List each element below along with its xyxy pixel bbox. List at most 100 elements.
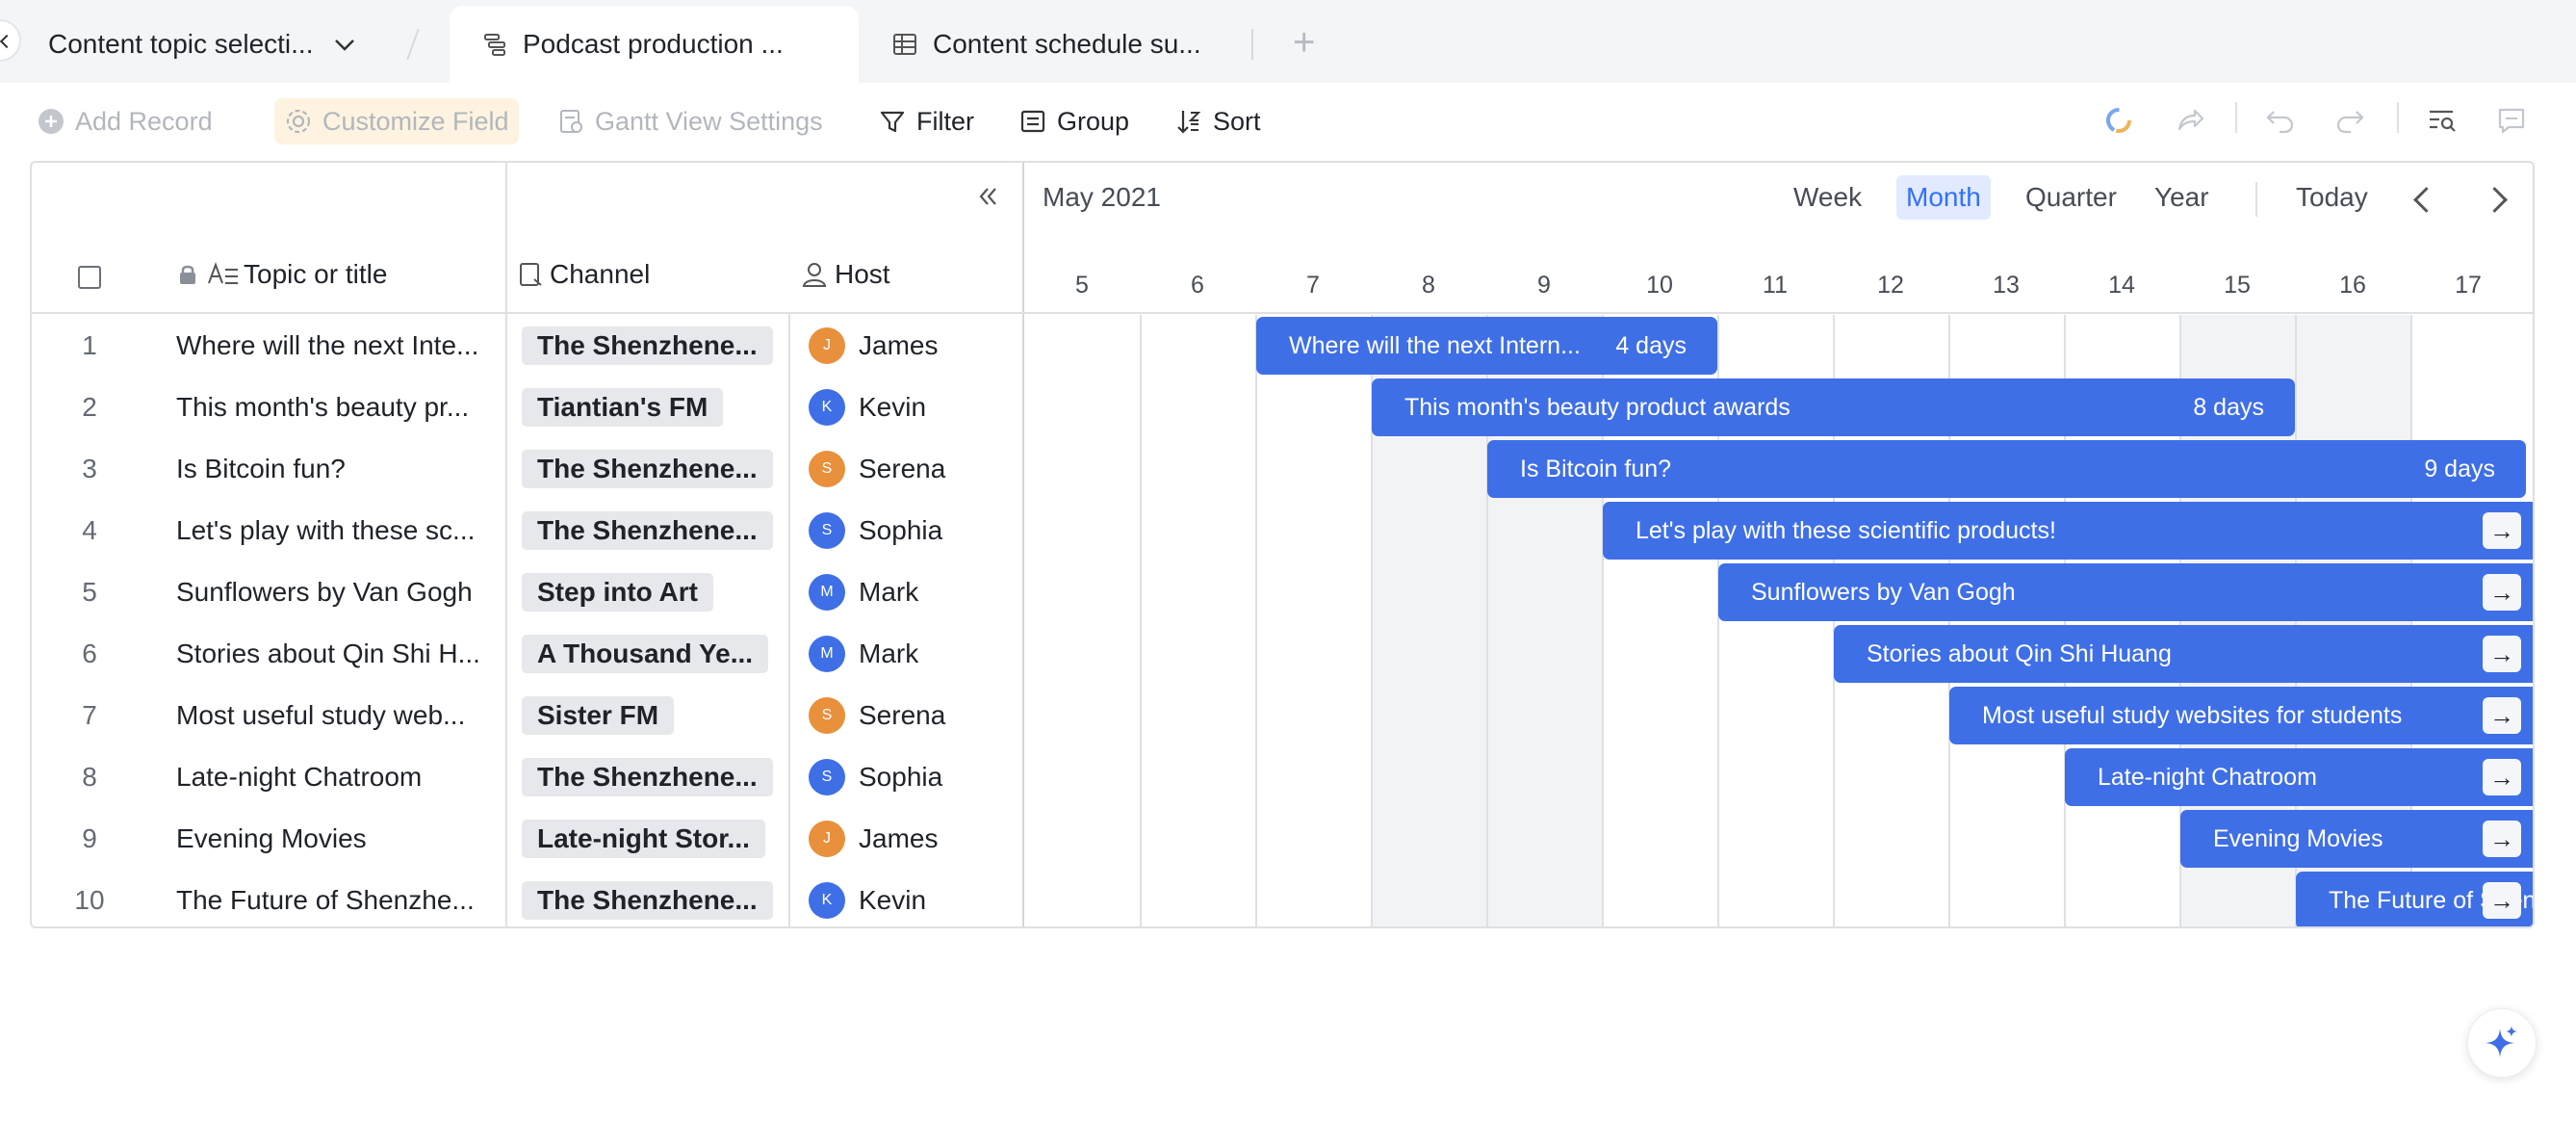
today-button[interactable]: Today (2296, 182, 2368, 212)
table-row[interactable]: 6 Stories about Qin Shi H... A Thousand Ye… (32, 623, 1022, 685)
day-gridline (1140, 315, 1142, 926)
view-week-button[interactable]: Week (1793, 182, 1863, 212)
row-number: 5 (82, 577, 97, 607)
undo-icon[interactable] (2264, 104, 2297, 137)
row-title-cell[interactable]: Evening Movies (176, 823, 367, 853)
collapse-icon[interactable] (973, 182, 1002, 211)
table-row[interactable]: 8 Late-night Chatroom The Shenzhene... S Sop… (32, 746, 1022, 808)
chevron-down-icon[interactable] (330, 30, 359, 59)
group-button[interactable]: Group (1018, 98, 1129, 144)
channel-tag[interactable]: Sister FM (522, 696, 675, 735)
gantt-view: Topic or title Channel Host 1 Where will … (30, 161, 2535, 928)
filter-button[interactable]: Filter (878, 98, 974, 144)
ai-assistant-button[interactable] (2467, 1008, 2537, 1078)
host-name: Serena (859, 700, 946, 730)
host-name: Mark (859, 577, 919, 607)
table-row[interactable]: 2 This month's beauty pr... Tiantian's FM K… (32, 377, 1022, 438)
gantt-bar[interactable]: Where will the next Intern... 4 days (1256, 317, 1717, 375)
table-row[interactable]: 9 Evening Movies Late-night Stor... J James (32, 808, 1022, 870)
table-row[interactable]: 1 Where will the next Inte... The Shenzhen… (32, 315, 1022, 377)
row-title-cell[interactable]: Where will the next Inte... (176, 330, 479, 360)
gantt-bar[interactable]: Sunflowers by Van Gogh → (1718, 563, 2533, 621)
column-header-title[interactable]: Topic or title (176, 259, 387, 290)
chevron-left-icon[interactable] (2413, 187, 2439, 213)
table-row[interactable]: 7 Most useful study web... Sister FM S Seren… (32, 685, 1022, 746)
channel-tag[interactable]: The Shenzhene... (522, 881, 773, 920)
add-tab-icon[interactable]: + (1293, 21, 1316, 64)
comment-icon[interactable] (2495, 104, 2528, 137)
view-year-button[interactable]: Year (2154, 182, 2209, 212)
host-cell[interactable]: S Serena (809, 697, 945, 734)
gantt-bar[interactable]: Most useful study websites for students → (1949, 687, 2533, 744)
channel-tag[interactable]: Late-night Stor... (522, 820, 765, 858)
chevron-right-icon[interactable] (2482, 187, 2508, 213)
gantt-bar[interactable]: Late-night Chatroom → (2065, 748, 2533, 806)
gantt-bar[interactable]: Is Bitcoin fun? 9 days (1487, 440, 2526, 498)
row-title-cell[interactable]: Sunflowers by Van Gogh (176, 577, 473, 607)
sort-button[interactable]: Sort (1174, 98, 1261, 144)
channel-tag[interactable]: The Shenzhene... (522, 511, 773, 550)
tab-content-schedule[interactable]: Content schedule su... (890, 6, 1201, 83)
host-cell[interactable]: M Mark (809, 574, 918, 611)
gantt-bar[interactable]: Stories about Qin Shi Huang → (1834, 625, 2533, 683)
row-title-cell[interactable]: Is Bitcoin fun? (176, 454, 346, 483)
arrow-right-icon[interactable]: → (2483, 697, 2521, 734)
channel-tag[interactable]: The Shenzhene... (522, 450, 773, 488)
select-all-checkbox[interactable] (78, 266, 101, 289)
redo-icon[interactable] (2333, 104, 2366, 137)
channel-tag[interactable]: The Shenzhene... (522, 326, 773, 365)
sync-status-icon[interactable] (2102, 104, 2135, 137)
row-title-cell[interactable]: Stories about Qin Shi H... (176, 639, 480, 668)
customize-field-button[interactable]: Customize Field (274, 98, 519, 144)
row-title-cell[interactable]: Most useful study web... (176, 700, 466, 730)
channel-tag[interactable]: Tiantian's FM (522, 388, 724, 427)
arrow-right-icon[interactable]: → (2483, 512, 2521, 549)
arrow-right-icon[interactable]: → (2483, 636, 2521, 672)
sort-label: Sort (1213, 106, 1261, 136)
channel-tag[interactable]: A Thousand Ye... (522, 635, 769, 673)
table-row[interactable]: 5 Sunflowers by Van Gogh Step into Art M Mar… (32, 561, 1022, 623)
row-title-cell[interactable]: The Future of Shenzhe... (176, 885, 475, 915)
column-header-channel[interactable]: Channel (517, 259, 650, 290)
channel-tag[interactable]: Step into Art (522, 573, 713, 612)
table-icon (893, 34, 916, 55)
gantt-bar-label: Is Bitcoin fun? (1520, 455, 1672, 482)
add-record-button[interactable]: Add Record (37, 98, 213, 144)
table-row[interactable]: 3 Is Bitcoin fun? The Shenzhene... S Serena (32, 438, 1022, 500)
tab-content-topic-selection[interactable]: Content topic selecti... (48, 6, 359, 83)
column-header-host[interactable]: Host (800, 259, 890, 290)
host-cell[interactable]: S Sophia (809, 759, 942, 795)
gantt-bar[interactable]: Evening Movies → (2180, 810, 2533, 868)
arrow-right-icon[interactable]: → (2483, 882, 2521, 919)
back-button[interactable] (0, 19, 21, 62)
host-cell[interactable]: K Kevin (809, 389, 926, 426)
host-cell[interactable]: J James (809, 327, 938, 364)
host-cell[interactable]: S Serena (809, 451, 945, 487)
arrow-right-icon[interactable]: → (2483, 759, 2521, 795)
gantt-bar-label: Let's play with these scientific product… (1636, 516, 2056, 544)
table-row[interactable]: 4 Let's play with these sc... The Shenzhen… (32, 500, 1022, 561)
host-cell[interactable]: M Mark (809, 636, 918, 672)
day-label: 14 (2108, 272, 2135, 299)
gantt-bar[interactable]: This month's beauty product awards 8 days (1372, 378, 2295, 436)
tab-podcast-production[interactable]: Podcast production ... (450, 6, 859, 83)
gantt-bar[interactable]: Let's play with these scientific product… (1603, 502, 2533, 560)
share-icon[interactable] (2174, 104, 2206, 137)
channel-tag[interactable]: The Shenzhene... (522, 758, 773, 796)
text-field-icon (208, 262, 238, 284)
arrow-right-icon[interactable]: → (2483, 821, 2521, 857)
arrow-right-icon[interactable]: → (2483, 574, 2521, 611)
row-title-cell[interactable]: Let's play with these sc... (176, 515, 476, 545)
view-quarter-button[interactable]: Quarter (2025, 182, 2117, 212)
table-row[interactable]: 10 The Future of Shenzhe... The Shenzhene.… (32, 870, 1022, 926)
host-cell[interactable]: J James (809, 821, 938, 857)
gantt-bar[interactable]: The Future of Shenzhen→ (2296, 872, 2533, 926)
search-records-icon[interactable] (2426, 104, 2459, 137)
view-month-button[interactable]: Month (1896, 175, 1991, 220)
host-cell[interactable]: S Sophia (809, 512, 942, 549)
host-cell[interactable]: K Kevin (809, 882, 926, 919)
gantt-view-settings-button[interactable]: Gantt View Settings (556, 98, 823, 144)
row-title-cell[interactable]: This month's beauty pr... (176, 392, 470, 422)
column-host-label: Host (835, 259, 890, 289)
row-title-cell[interactable]: Late-night Chatroom (176, 762, 423, 792)
